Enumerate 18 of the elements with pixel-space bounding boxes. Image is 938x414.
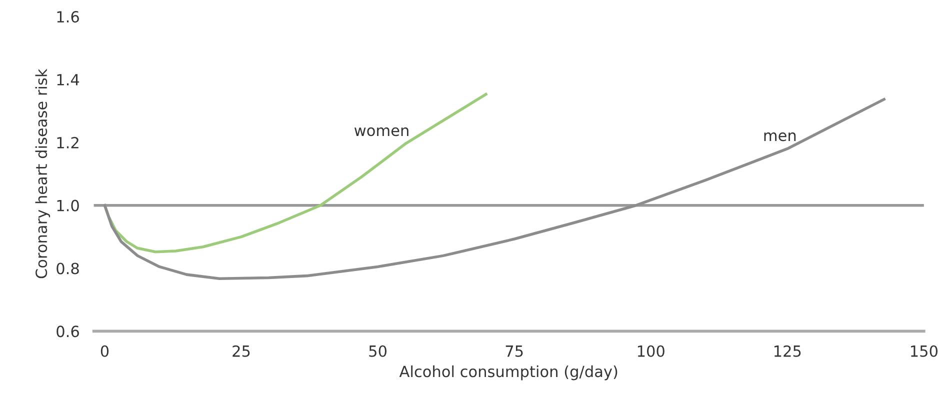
y-tick-label: 1.2 <box>57 136 78 148</box>
x-axis-title: Alcohol consumption (g/day) <box>399 365 618 380</box>
y-tick-label: 0.6 <box>56 326 79 338</box>
x-tick-label: 75 <box>506 346 523 357</box>
y-tick-label: 0.8 <box>56 262 79 274</box>
y-axis-title: Coronary heart disease risk <box>35 68 50 278</box>
series-label: women <box>354 127 408 136</box>
y-tick-label: 1.6 <box>57 11 79 23</box>
x-tick-label: 150 <box>911 345 938 357</box>
line-series <box>103 98 886 280</box>
x-tick-label: 50 <box>369 345 386 357</box>
y-tick-label: 1.0 <box>57 200 79 212</box>
x-tick-label: 0 <box>100 345 109 357</box>
y-tick-label: 1.4 <box>57 74 80 86</box>
x-tick-label: 125 <box>774 345 801 357</box>
x-tick-label: 100 <box>638 345 664 357</box>
series-label: men <box>764 132 796 142</box>
x-tick-label: 25 <box>232 345 250 357</box>
